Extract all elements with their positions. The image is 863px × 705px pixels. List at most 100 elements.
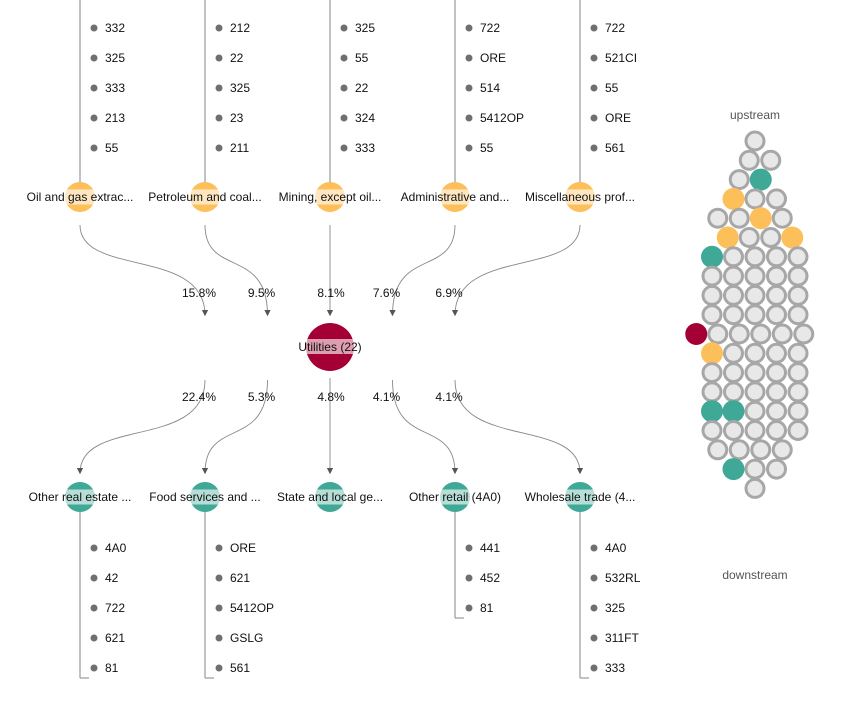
upstream-item[interactable]: 23: [230, 111, 244, 125]
upstream-item[interactable]: ORE: [480, 51, 506, 65]
hex-cell-empty[interactable]: [701, 284, 723, 306]
hex-cell-empty[interactable]: [750, 439, 772, 461]
hex-cell-empty[interactable]: [766, 400, 787, 422]
upstream-node-4[interactable]: Miscellaneous prof...: [524, 182, 636, 212]
hex-cell-filled[interactable]: [701, 400, 723, 423]
downstream-item[interactable]: 81: [480, 601, 494, 615]
downstream-item[interactable]: 42: [105, 571, 119, 585]
upstream-item[interactable]: 55: [355, 51, 369, 65]
hex-cell-empty[interactable]: [701, 420, 723, 441]
downstream-node-3[interactable]: Other retail (4A0): [399, 482, 511, 512]
upstream-item[interactable]: 514: [480, 81, 500, 95]
hex-cell-filled[interactable]: [749, 207, 772, 230]
hex-cell-empty[interactable]: [701, 362, 723, 384]
upstream-item[interactable]: 521CI: [605, 51, 637, 65]
upstream-item[interactable]: 213: [105, 111, 125, 125]
upstream-item[interactable]: 55: [105, 141, 119, 155]
hex-cell-empty[interactable]: [744, 284, 766, 306]
hex-cell-empty[interactable]: [787, 284, 809, 306]
downstream-item[interactable]: 722: [105, 601, 125, 615]
hex-cell-empty[interactable]: [787, 246, 809, 268]
hex-cell-empty[interactable]: [728, 207, 750, 229]
downstream-item[interactable]: 621: [105, 631, 125, 645]
upstream-item[interactable]: 22: [355, 81, 369, 95]
hex-cell-empty[interactable]: [766, 458, 787, 480]
downstream-item[interactable]: 441: [480, 541, 500, 555]
upstream-item[interactable]: 212: [230, 21, 250, 35]
hex-cell-empty[interactable]: [744, 381, 766, 403]
hex-cell-empty[interactable]: [744, 400, 766, 422]
hex-cell-empty[interactable]: [787, 400, 809, 422]
hex-cell-empty[interactable]: [744, 130, 766, 152]
hex-cell-empty[interactable]: [728, 169, 750, 191]
hex-cell-empty[interactable]: [744, 420, 766, 441]
upstream-item[interactable]: ORE: [605, 111, 631, 125]
hex-cell-empty[interactable]: [771, 323, 793, 345]
upstream-item[interactable]: 325: [230, 81, 250, 95]
hex-cell-empty[interactable]: [707, 207, 729, 229]
hex-cell-empty[interactable]: [744, 304, 766, 326]
downstream-item[interactable]: 81: [105, 661, 119, 675]
downstream-item[interactable]: 325: [605, 601, 625, 615]
upstream-item[interactable]: 333: [355, 141, 375, 155]
hex-cell-empty[interactable]: [787, 265, 809, 287]
downstream-item[interactable]: 4A0: [105, 541, 127, 555]
center-node[interactable]: Utilities (22): [296, 323, 363, 371]
hex-cell-empty[interactable]: [744, 458, 766, 480]
hex-cell-filled[interactable]: [701, 245, 723, 268]
hex-cell-filled[interactable]: [749, 168, 772, 191]
hex-cell-empty[interactable]: [738, 149, 760, 171]
hex-cell-empty[interactable]: [787, 420, 809, 441]
hex-cell-empty[interactable]: [744, 362, 766, 384]
hex-cell-empty[interactable]: [766, 362, 787, 384]
hex-cell-empty[interactable]: [723, 265, 744, 287]
hex-cell-empty[interactable]: [787, 342, 809, 364]
downstream-item[interactable]: 561: [230, 661, 250, 675]
hex-cell-empty[interactable]: [744, 477, 766, 499]
downstream-item[interactable]: 452: [480, 571, 500, 585]
upstream-item[interactable]: 333: [105, 81, 125, 95]
upstream-node-0[interactable]: Oil and gas extrac...: [24, 182, 136, 212]
hex-cell-empty[interactable]: [744, 342, 766, 364]
hex-cell-empty[interactable]: [793, 323, 815, 345]
upstream-item[interactable]: 22: [230, 51, 244, 65]
upstream-item[interactable]: 325: [355, 21, 375, 35]
hex-cell-empty[interactable]: [760, 149, 782, 171]
hex-cell-empty[interactable]: [766, 246, 787, 268]
downstream-item[interactable]: 621: [230, 571, 250, 585]
upstream-item[interactable]: 211: [230, 141, 249, 155]
downstream-item[interactable]: 532RL: [605, 571, 641, 585]
hex-cell-empty[interactable]: [723, 284, 744, 306]
hex-cell-empty[interactable]: [766, 188, 787, 210]
downstream-node-0[interactable]: Other real estate ...: [24, 482, 136, 512]
upstream-item[interactable]: 722: [605, 21, 625, 35]
hex-cell-empty[interactable]: [750, 323, 772, 345]
hex-cell-empty[interactable]: [723, 381, 744, 403]
hex-cell-empty[interactable]: [701, 381, 723, 403]
hex-cell-empty[interactable]: [723, 420, 744, 441]
hex-cell-filled[interactable]: [722, 458, 745, 481]
hex-cell-empty[interactable]: [771, 207, 793, 229]
hex-cell-empty[interactable]: [728, 439, 750, 461]
hex-cell-empty[interactable]: [771, 439, 793, 461]
hex-cell-empty[interactable]: [787, 304, 809, 326]
upstream-node-1[interactable]: Petroleum and coal...: [148, 182, 262, 212]
hex-cell-filled[interactable]: [701, 342, 723, 365]
upstream-item[interactable]: 332: [105, 21, 125, 35]
hex-cell-empty[interactable]: [723, 342, 744, 364]
hex-cell-filled[interactable]: [716, 226, 739, 249]
downstream-item[interactable]: 311FT: [605, 631, 639, 645]
hex-cell-empty[interactable]: [787, 381, 809, 403]
upstream-item[interactable]: 324: [355, 111, 375, 125]
upstream-item[interactable]: 5412OP: [480, 111, 524, 125]
hex-cell-empty[interactable]: [744, 246, 766, 268]
hex-cell-empty[interactable]: [766, 265, 787, 287]
hex-cell-empty[interactable]: [723, 246, 744, 268]
upstream-item[interactable]: 722: [480, 21, 500, 35]
upstream-item[interactable]: 55: [605, 81, 619, 95]
hex-cell-empty[interactable]: [744, 188, 766, 210]
downstream-item[interactable]: 4A0: [605, 541, 627, 555]
hex-cell-empty[interactable]: [766, 381, 787, 403]
hex-cell-empty[interactable]: [707, 439, 729, 461]
hex-cell-filled[interactable]: [781, 226, 804, 249]
